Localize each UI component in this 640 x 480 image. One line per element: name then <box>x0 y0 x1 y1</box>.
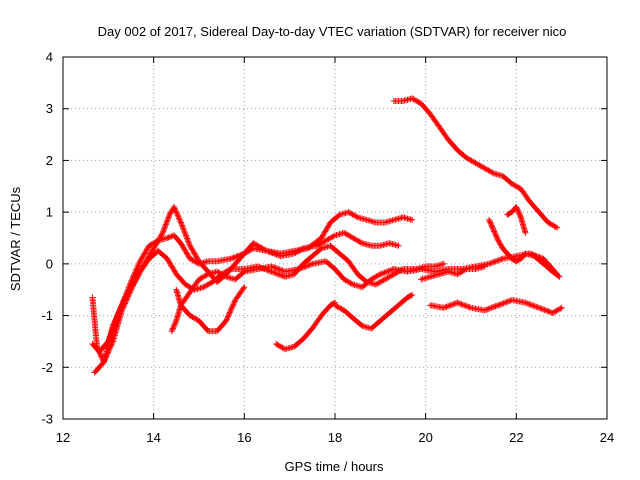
series-track-a <box>89 209 416 366</box>
series-track-k <box>504 204 529 236</box>
series-markers <box>504 204 529 236</box>
y-axis-title: SDTVAR / TECUs <box>8 186 23 291</box>
x-tick-label: 18 <box>328 430 342 445</box>
y-tick-label: 1 <box>46 205 53 220</box>
series-track-h <box>427 297 565 316</box>
x-tick-label: 16 <box>237 430 251 445</box>
x-tick-label: 12 <box>56 430 70 445</box>
series-layer <box>89 95 565 376</box>
x-axis-title: GPS time / hours <box>285 459 384 474</box>
chart-title: Day 002 of 2017, Sidereal Day-to-day VTE… <box>98 24 567 39</box>
series-markers <box>332 291 416 332</box>
series-track-f <box>273 299 338 353</box>
series-markers <box>273 299 338 353</box>
y-tick-label: 4 <box>46 50 53 65</box>
y-tick-label: -1 <box>41 308 53 323</box>
y-tick-label: -2 <box>41 360 53 375</box>
series-track-j <box>486 216 563 280</box>
series-markers <box>390 95 561 231</box>
y-tick-label: -3 <box>41 412 53 427</box>
y-tick-label: 2 <box>46 153 53 168</box>
series-track-l <box>418 263 488 283</box>
series-track-i <box>390 95 561 231</box>
series-markers <box>89 209 416 366</box>
x-tick-label: 22 <box>509 430 523 445</box>
grid <box>63 57 607 419</box>
x-tick-label: 20 <box>418 430 432 445</box>
series-track-g <box>332 291 416 332</box>
series-markers <box>427 297 565 316</box>
x-tick-label: 14 <box>146 430 160 445</box>
series-track-e <box>173 284 248 335</box>
series-markers <box>173 284 248 335</box>
y-tick-label: 0 <box>46 256 53 271</box>
series-markers <box>486 216 563 280</box>
y-tick-label: 3 <box>46 101 53 116</box>
x-tick-label: 24 <box>600 430 614 445</box>
series-markers <box>418 263 488 283</box>
